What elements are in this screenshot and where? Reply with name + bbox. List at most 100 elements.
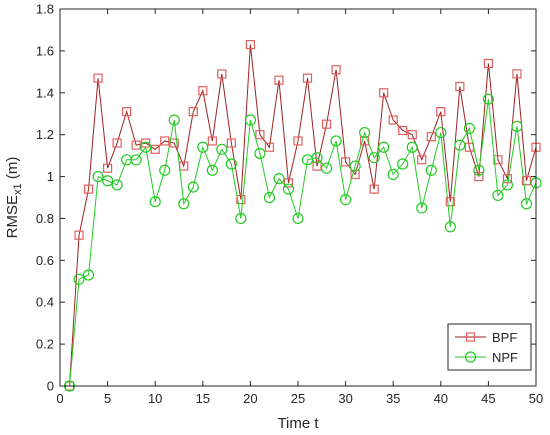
data-point-bpf — [293, 136, 303, 146]
y-axis-title-unit: (m) — [4, 157, 21, 184]
data-point-bpf — [207, 136, 217, 146]
data-point-npf — [149, 196, 161, 208]
data-point-npf — [501, 179, 514, 191]
legend: BPF NPF — [447, 323, 532, 371]
data-point-bpf — [236, 194, 246, 205]
data-point-bpf — [379, 88, 389, 98]
y-tick-label: 1.2 — [36, 127, 54, 142]
y-tick-label: 0.4 — [36, 295, 54, 310]
data-point-npf — [197, 141, 209, 153]
data-point-bpf — [198, 86, 208, 96]
data-point-bpf — [455, 81, 465, 92]
y-tick-label: 0 — [47, 379, 54, 394]
data-point-npf — [444, 221, 456, 233]
data-point-npf — [463, 122, 475, 134]
y-tick-label: 1 — [47, 169, 54, 184]
data-point-npf — [244, 114, 256, 126]
legend-label-bpf: BPF — [492, 330, 517, 345]
data-point-bpf — [160, 136, 170, 146]
data-point-npf — [292, 212, 304, 225]
data-point-bpf — [331, 65, 341, 75]
data-point-npf — [101, 175, 114, 187]
data-point-bpf — [341, 157, 351, 167]
data-point-bpf — [302, 73, 313, 83]
series-bpf — [64, 40, 541, 391]
series-line-npf — [69, 98, 537, 387]
y-tick-label: 0.6 — [36, 253, 54, 268]
data-point-npf — [73, 273, 85, 285]
x-tick-label: 30 — [338, 391, 352, 406]
data-point-bpf — [436, 107, 446, 117]
x-tick-label: 50 — [529, 391, 543, 406]
data-point-bpf — [369, 184, 379, 194]
data-point-bpf — [360, 136, 370, 146]
data-point-npf — [82, 269, 95, 281]
data-point-npf — [263, 191, 276, 204]
data-point-bpf — [312, 161, 322, 171]
x-tick-label: 15 — [196, 391, 210, 406]
y-tick-label: 1.6 — [36, 43, 54, 58]
data-point-npf — [92, 170, 104, 183]
data-point-bpf — [74, 230, 84, 240]
data-point-bpf — [150, 144, 160, 154]
data-point-npf — [330, 135, 342, 147]
legend-marker-bpf — [465, 332, 476, 342]
data-point-npf — [368, 152, 380, 164]
data-point-bpf — [255, 130, 265, 140]
series-line-bpf — [69, 44, 537, 387]
data-point-npf — [425, 164, 437, 176]
data-point-bpf — [321, 119, 332, 129]
data-point-bpf — [483, 58, 493, 69]
y-axis-title-main: RMSE — [4, 195, 21, 238]
data-point-npf — [482, 93, 494, 105]
data-point-bpf — [407, 130, 417, 140]
x-tick-label: 35 — [386, 391, 400, 406]
data-point-bpf — [245, 40, 255, 50]
data-point-bpf — [274, 75, 284, 85]
data-point-bpf — [102, 163, 113, 173]
x-tick-label: 5 — [104, 391, 111, 406]
legend-label-npf: NPF — [492, 350, 518, 365]
data-point-bpf — [112, 138, 122, 148]
data-point-npf — [320, 162, 333, 174]
data-point-npf — [397, 158, 409, 170]
data-point-npf — [273, 173, 285, 185]
x-tick-label: 20 — [243, 391, 257, 406]
legend-marker-npf — [464, 351, 477, 363]
data-point-npf — [349, 160, 361, 172]
y-tick-label: 0.2 — [36, 337, 54, 352]
y-tick-label: 0.8 — [36, 211, 54, 226]
data-point-bpf — [226, 138, 236, 148]
data-point-npf — [416, 202, 428, 214]
data-point-npf — [206, 164, 218, 176]
data-point-npf — [168, 114, 180, 126]
data-point-npf — [454, 139, 466, 151]
data-point-npf — [282, 183, 295, 195]
data-point-bpf — [93, 73, 103, 83]
data-point-npf — [311, 152, 323, 164]
y-axis-title-subscript: x1 — [12, 183, 24, 195]
plot-area — [60, 9, 536, 386]
data-point-bpf — [131, 140, 141, 150]
data-point-npf — [359, 126, 371, 139]
data-point-npf — [111, 179, 123, 191]
data-point-npf — [387, 168, 399, 181]
data-point-npf — [492, 189, 504, 202]
data-point-npf — [406, 141, 418, 153]
data-point-npf — [225, 158, 237, 170]
data-point-bpf — [350, 169, 360, 180]
x-tick-label: 0 — [56, 391, 63, 406]
data-point-npf — [216, 143, 228, 155]
data-point-npf — [473, 164, 485, 176]
x-tick-label: 10 — [148, 391, 162, 406]
y-tick-label: 1.8 — [36, 2, 54, 17]
data-point-npf — [187, 181, 199, 193]
data-point-npf — [340, 193, 352, 206]
data-point-bpf — [283, 178, 294, 188]
data-point-bpf — [217, 69, 227, 79]
data-point-npf — [235, 212, 247, 225]
data-point-bpf — [398, 125, 408, 136]
data-point-npf — [254, 147, 266, 160]
y-tick-label: 1.4 — [36, 85, 54, 100]
